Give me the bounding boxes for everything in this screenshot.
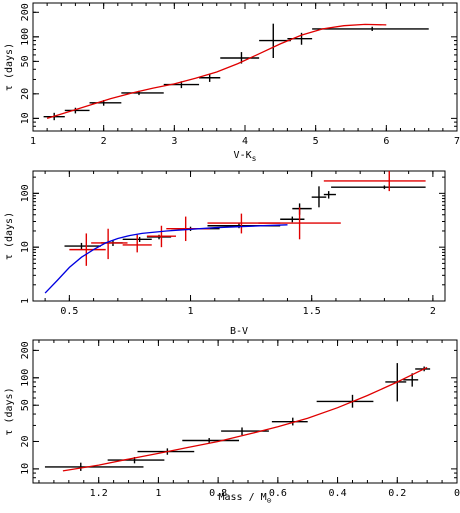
x-tick-label: 4 xyxy=(242,136,248,147)
x-tick-label: 1 xyxy=(155,488,161,499)
black-errorbar-point xyxy=(64,107,90,114)
x-tick-label: 1 xyxy=(188,306,194,317)
x-tick-label: 0.8 xyxy=(209,488,227,499)
black-errorbar-point xyxy=(199,73,221,82)
y-tick-label: 200 xyxy=(20,341,31,359)
x-tick-label: 0.4 xyxy=(329,488,347,499)
red-errorbar-point xyxy=(258,207,341,240)
red-errorbar-point xyxy=(146,225,176,248)
y-tick-label: 20 xyxy=(20,88,31,100)
x-tick-label: 1.5 xyxy=(303,306,321,317)
x-axis-label-subscript: s xyxy=(252,154,257,163)
black-errorbar-point xyxy=(271,417,308,426)
y-tick-label: 100 xyxy=(20,184,31,202)
x-axis-label-main: Mass / M xyxy=(219,492,267,503)
x-axis-label: V-Ks xyxy=(234,150,257,163)
plot-frame xyxy=(32,2,458,132)
red-errorbar-point xyxy=(69,233,106,266)
y-tick-label: 200 xyxy=(20,3,31,21)
y-axis-label: τ (days) xyxy=(4,212,15,260)
x-axis-label-main: B-V xyxy=(230,326,248,337)
x-tick-label: 5 xyxy=(313,136,319,147)
x-tick-label: 1 xyxy=(30,136,36,147)
x-axis-label-subscript: ⊙ xyxy=(267,496,272,505)
black-errorbar-point xyxy=(292,203,312,215)
x-axis-label-main: V-K xyxy=(234,150,252,161)
plot-frame xyxy=(32,170,446,302)
x-axis-label: Mass / M⊙ xyxy=(219,492,272,505)
black-errorbar-point xyxy=(331,185,426,190)
black-errorbar-point xyxy=(182,438,240,443)
x-tick-label: 2 xyxy=(101,136,107,147)
black-errorbar-point xyxy=(64,242,101,250)
panel-vk-color: 1 2 3 4 5 6 7 10 20 50 100 200 τ (days) V-Ks xyxy=(4,2,460,163)
y-axis-label: τ (days) xyxy=(4,43,15,91)
y-tick-label: 10 xyxy=(20,463,31,475)
black-errorbar-point xyxy=(311,186,327,208)
red-errorbar-point xyxy=(91,228,128,260)
x-tick-label: 0.5 xyxy=(60,306,78,317)
black-errorbar-point xyxy=(323,191,336,199)
y-tick-label: 20 xyxy=(20,435,31,447)
plot-frame xyxy=(32,339,458,484)
x-axis-label: B-V xyxy=(230,326,248,337)
y-tick-label: 50 xyxy=(20,55,31,67)
panel-mass: 1.2 1 0.8 0.6 0.4 0.2 0 10 20 50 100 200 τ (days) Mas… xyxy=(4,339,460,505)
black-errorbar-point xyxy=(312,26,429,31)
black-errorbar-point xyxy=(403,373,419,387)
black-errorbar-point xyxy=(280,216,305,223)
x-tick-label: 1.2 xyxy=(90,488,108,499)
x-tick-label: 3 xyxy=(171,136,177,147)
x-tick-label: 7 xyxy=(454,136,460,147)
x-tick-label: 0.2 xyxy=(388,488,406,499)
y-tick-label: 10 xyxy=(20,241,31,253)
red-errorbar-point xyxy=(323,171,426,192)
y-tick-label: 50 xyxy=(20,399,31,411)
x-tick-label: 0.6 xyxy=(269,488,287,499)
red-errorbar-point xyxy=(122,234,152,253)
x-tick-label: 0 xyxy=(454,488,460,499)
y-tick-label: 1 xyxy=(20,298,31,304)
y-tick-label: 10 xyxy=(20,112,31,124)
panel-bv-color: 0.5 1 1.5 2 1 10 100 τ (days) B-V xyxy=(4,170,446,337)
x-tick-label: 2 xyxy=(430,306,436,317)
y-tick-label: 100 xyxy=(20,369,31,387)
blue-fit-line xyxy=(44,224,288,294)
red-fit-line xyxy=(62,366,428,472)
x-tick-label: 6 xyxy=(383,136,389,147)
y-tick-label: 100 xyxy=(20,28,31,46)
black-errorbar-point xyxy=(259,23,291,59)
black-errorbar-point xyxy=(220,52,260,64)
y-axis-label: τ (days) xyxy=(4,387,15,435)
black-errorbar-point xyxy=(44,462,144,471)
red-fit-line xyxy=(46,23,387,120)
